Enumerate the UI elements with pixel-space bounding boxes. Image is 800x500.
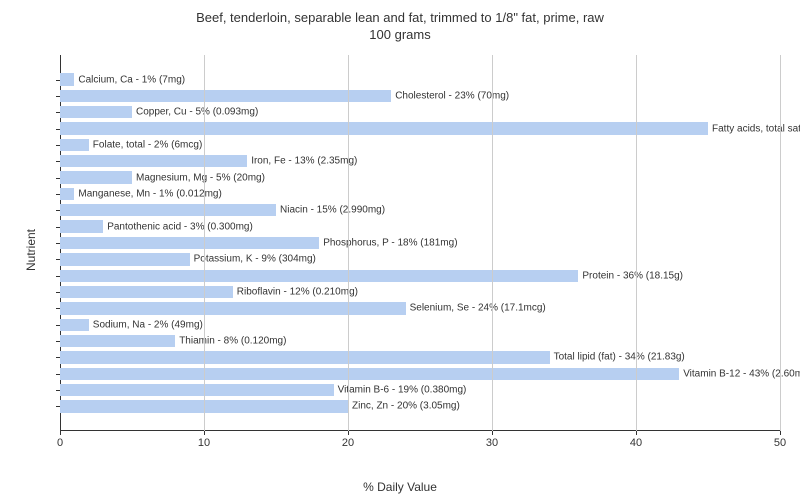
x-tick-label: 20 (342, 437, 354, 449)
nutrient-bar (60, 270, 578, 282)
nutrient-bar (60, 139, 89, 151)
bar-label: Iron, Fe - 13% (2.35mg) (247, 156, 357, 167)
bar-label: Selenium, Se - 24% (17.1mcg) (406, 303, 546, 314)
bar-row: Selenium, Se - 24% (17.1mcg) (60, 300, 780, 316)
bar-row: Calcium, Ca - 1% (7mg) (60, 71, 780, 87)
gridline (636, 55, 637, 431)
nutrient-bar (60, 237, 319, 249)
gridline (492, 55, 493, 431)
gridline (204, 55, 205, 431)
nutrient-bar (60, 204, 276, 216)
gridline (348, 55, 349, 431)
bar-row: Phosphorus, P - 18% (181mg) (60, 235, 780, 251)
x-tick (348, 431, 349, 435)
bar-row: Sodium, Na - 2% (49mg) (60, 317, 780, 333)
nutrient-bar (60, 335, 175, 347)
bar-row: Iron, Fe - 13% (2.35mg) (60, 153, 780, 169)
x-tick (780, 431, 781, 435)
bar-label: Pantothenic acid - 3% (0.300mg) (103, 221, 253, 232)
x-tick-label: 40 (630, 437, 642, 449)
nutrient-bar (60, 171, 132, 183)
y-axis-label: Nutrient (24, 229, 38, 271)
bar-row: Folate, total - 2% (6mcg) (60, 137, 780, 153)
nutrient-bar (60, 90, 391, 102)
bar-row: Vitamin B-12 - 43% (2.60mcg) (60, 366, 780, 382)
bar-row: Potassium, K - 9% (304mg) (60, 251, 780, 267)
plot-area: Calcium, Ca - 1% (7mg) Cholesterol - 23% … (60, 55, 780, 455)
nutrient-bar (60, 106, 132, 118)
nutrient-bar (60, 351, 550, 363)
bar-row: Total lipid (fat) - 34% (21.83g) (60, 349, 780, 365)
nutrient-bar (60, 302, 406, 314)
bar-label: Vitamin B-12 - 43% (2.60mcg) (679, 368, 800, 379)
nutrient-bar (60, 122, 708, 134)
bar-label: Protein - 36% (18.15g) (578, 270, 683, 281)
bar-label: Fatty acids, total saturated - 45% (8.96… (708, 123, 800, 134)
x-tick-label: 10 (198, 437, 210, 449)
bar-label: Copper, Cu - 5% (0.093mg) (132, 107, 258, 118)
bar-row: Pantothenic acid - 3% (0.300mg) (60, 218, 780, 234)
bars-region: Calcium, Ca - 1% (7mg) Cholesterol - 23% … (60, 55, 780, 431)
bar-label: Folate, total - 2% (6mcg) (89, 139, 202, 150)
bar-row: Niacin - 15% (2.990mg) (60, 202, 780, 218)
x-tick (636, 431, 637, 435)
nutrient-bar (60, 253, 190, 265)
bar-label: Vitamin B-6 - 19% (0.380mg) (334, 385, 467, 396)
nutrient-bar (60, 155, 247, 167)
nutrient-bar (60, 220, 103, 232)
x-tick-label: 0 (57, 437, 63, 449)
x-tick (204, 431, 205, 435)
bar-label: Calcium, Ca - 1% (7mg) (74, 74, 185, 85)
bar-label: Total lipid (fat) - 34% (21.83g) (550, 352, 685, 363)
chart-title: Beef, tenderloin, separable lean and fat… (0, 0, 800, 44)
bar-row: Protein - 36% (18.15g) (60, 268, 780, 284)
chart-title-line2: 100 grams (369, 27, 430, 42)
bar-label: Magnesium, Mg - 5% (20mg) (132, 172, 265, 183)
chart-title-line1: Beef, tenderloin, separable lean and fat… (196, 10, 604, 25)
nutrient-bar (60, 368, 679, 380)
bar-row: Thiamin - 8% (0.120mg) (60, 333, 780, 349)
gridline (780, 55, 781, 431)
bar-row: Riboflavin - 12% (0.210mg) (60, 284, 780, 300)
x-axis-label: % Daily Value (363, 480, 437, 494)
nutrient-bar (60, 286, 233, 298)
bar-row: Magnesium, Mg - 5% (20mg) (60, 169, 780, 185)
bar-label: Niacin - 15% (2.990mg) (276, 205, 385, 216)
x-tick (60, 431, 61, 435)
bar-label: Phosphorus, P - 18% (181mg) (319, 237, 457, 248)
bar-row: Fatty acids, total saturated - 45% (8.96… (60, 120, 780, 136)
bar-row: Vitamin B-6 - 19% (0.380mg) (60, 382, 780, 398)
bar-label: Zinc, Zn - 20% (3.05mg) (348, 401, 460, 412)
bar-row: Manganese, Mn - 1% (0.012mg) (60, 186, 780, 202)
x-tick-label: 30 (486, 437, 498, 449)
nutrient-bar (60, 319, 89, 331)
bar-label: Sodium, Na - 2% (49mg) (89, 319, 203, 330)
nutrient-chart: Beef, tenderloin, separable lean and fat… (0, 0, 800, 500)
x-tick-label: 50 (774, 437, 786, 449)
nutrient-bar (60, 188, 74, 200)
bar-label: Riboflavin - 12% (0.210mg) (233, 287, 358, 298)
nutrient-bar (60, 73, 74, 85)
bar-row: Zinc, Zn - 20% (3.05mg) (60, 398, 780, 414)
bar-label: Thiamin - 8% (0.120mg) (175, 336, 286, 347)
bar-label: Manganese, Mn - 1% (0.012mg) (74, 188, 221, 199)
bar-label: Potassium, K - 9% (304mg) (190, 254, 316, 265)
bar-row: Copper, Cu - 5% (0.093mg) (60, 104, 780, 120)
x-tick (492, 431, 493, 435)
bar-row: Cholesterol - 23% (70mg) (60, 88, 780, 104)
nutrient-bar (60, 384, 334, 396)
